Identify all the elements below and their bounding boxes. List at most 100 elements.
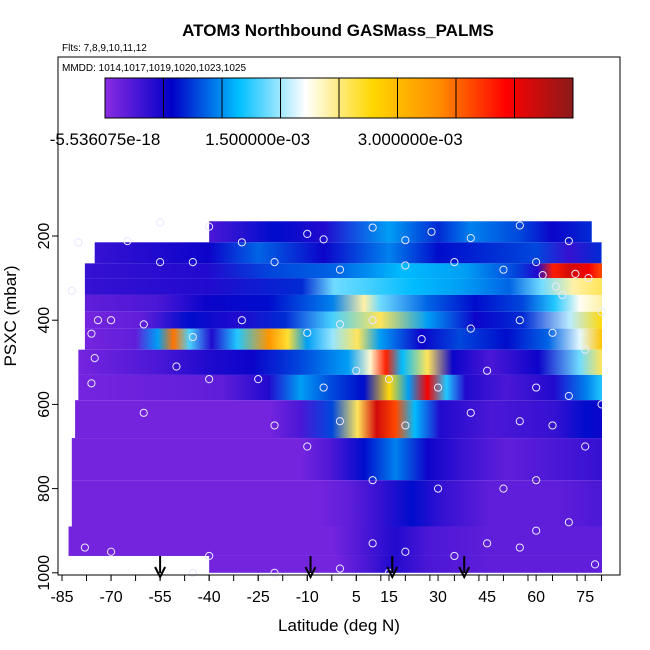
heat-layer <box>209 221 592 243</box>
x-tick-label: -40 <box>198 589 221 606</box>
sample-point <box>205 375 214 384</box>
sample-point <box>532 258 541 267</box>
heat-layer <box>71 438 602 481</box>
sample-point <box>417 335 426 344</box>
x-tick-label: -10 <box>296 589 319 606</box>
x-tick-label: -55 <box>149 589 172 606</box>
sample-point <box>551 282 560 291</box>
y-tick-label: 400 <box>36 307 53 334</box>
x-tick-label: 75 <box>576 589 594 606</box>
sample-point <box>106 316 116 325</box>
sample-point <box>515 417 524 426</box>
y-tick-label: 200 <box>36 223 53 250</box>
sample-point <box>564 518 573 527</box>
sample-point <box>564 236 573 246</box>
sample-point <box>87 379 96 388</box>
x-tick-label: 45 <box>478 589 496 606</box>
sample-point <box>90 353 99 363</box>
sample-point <box>401 261 410 270</box>
sample-point <box>74 238 83 247</box>
sample-point <box>368 476 377 485</box>
sample-point <box>433 484 443 493</box>
heat-layer <box>209 555 602 573</box>
sample-point <box>270 568 279 577</box>
x-tick-label: 60 <box>527 589 545 606</box>
sample-point <box>139 408 148 417</box>
sample-point <box>87 329 96 338</box>
sample-point <box>80 543 89 552</box>
sample-point <box>597 400 606 409</box>
flight-arrows <box>154 556 471 580</box>
sample-point <box>303 229 312 238</box>
sample-point <box>139 320 148 329</box>
arrow-head <box>386 566 399 580</box>
sample-point <box>499 265 508 274</box>
sample-point <box>401 421 410 430</box>
heat-layer <box>84 278 602 295</box>
arrow-head <box>154 566 166 580</box>
sample-point <box>368 223 377 232</box>
sample-point <box>548 421 557 430</box>
sample-point <box>548 328 557 337</box>
sample-point <box>581 345 590 354</box>
y-tick-label: 1000 <box>36 555 53 591</box>
sample-point <box>303 328 312 337</box>
sample-point <box>433 383 443 392</box>
sample-point <box>270 258 279 267</box>
x-tick-label: 30 <box>429 589 447 606</box>
heat-layer <box>78 349 603 375</box>
sample-point <box>584 274 593 283</box>
sample-point <box>597 307 606 316</box>
sample-points <box>67 218 606 577</box>
sample-point <box>515 316 524 325</box>
sample-point <box>188 332 197 342</box>
x-tick-label: -25 <box>247 589 270 606</box>
heat-layer <box>84 294 602 312</box>
sample-point <box>427 227 436 236</box>
y-tick-label: 800 <box>36 475 53 502</box>
heat-layer <box>84 328 602 350</box>
sample-point <box>335 320 345 329</box>
sample-point <box>532 383 541 392</box>
sample-point <box>538 271 547 280</box>
y-axis-label: PSXC (mbar) <box>1 265 20 366</box>
sample-point <box>515 221 524 230</box>
sample-point <box>532 476 541 485</box>
sample-point <box>156 218 165 227</box>
arrow-head <box>458 566 471 580</box>
sample-point <box>401 236 410 245</box>
sample-point <box>172 362 181 371</box>
sample-point <box>466 324 475 333</box>
sample-point <box>532 526 541 535</box>
sample-point <box>401 547 410 556</box>
sample-point <box>270 421 279 430</box>
arrow-head <box>304 566 317 580</box>
x-tick-label: 5 <box>352 589 361 606</box>
sample-point <box>237 316 246 325</box>
sample-point <box>450 551 459 561</box>
colorbar-tick-label: 1.500000e-03 <box>205 130 310 149</box>
sample-point <box>106 547 116 556</box>
colorbar-ticks: -5.536075e-18 1.500000e-03 3.000000e-03 <box>50 78 515 149</box>
sample-point <box>156 258 165 267</box>
x-axis-label: Latitude (deg N) <box>278 616 400 635</box>
sample-point <box>450 258 459 267</box>
heat-layer <box>68 526 603 556</box>
plot-frame <box>57 56 621 576</box>
sample-point <box>564 391 573 401</box>
sample-point <box>123 236 132 246</box>
sample-point <box>352 366 361 375</box>
y-tick-label: 600 <box>36 391 53 418</box>
sample-point <box>188 568 197 577</box>
sample-point <box>558 290 567 300</box>
heat-layer <box>84 311 602 329</box>
sample-point <box>319 383 328 392</box>
sample-point <box>335 265 345 274</box>
sample-point <box>499 484 508 493</box>
sample-point <box>335 417 345 426</box>
x-axis-ticks: -85 -70 -55 -40 -25 -10 5 15 30 45 60 75 <box>50 575 603 606</box>
x-tick-label: -70 <box>99 589 122 606</box>
sample-point <box>515 543 524 552</box>
sample-point <box>254 375 263 384</box>
